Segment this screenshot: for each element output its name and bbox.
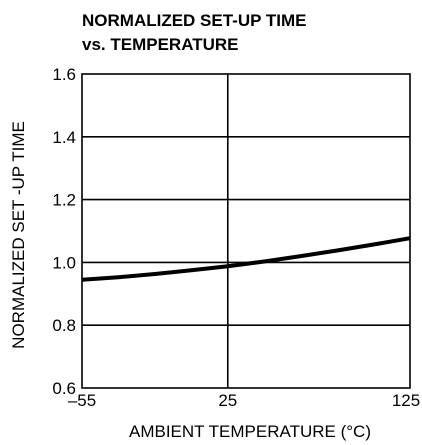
y-tick-labels: 0.6 0.8 1.0 1.2 1.4 1.6 [52,65,76,398]
series-line [81,236,411,282]
x-tick-label: 25 [218,391,237,410]
y-tick-label: 1.4 [52,128,76,147]
chart-title-line2: vs. TEMPERATURE [82,35,239,54]
plot-frame [81,73,411,389]
x-tick-label: 125 [392,391,420,410]
x-tick-labels: –55 25 125 [68,391,420,410]
chart-title-line1: NORMALIZED SET-UP TIME [82,11,306,30]
y-tick-label: 0.6 [52,379,76,398]
grid-lines [82,74,410,388]
x-axis-label: AMBIENT TEMPERATURE (°C) [129,422,371,441]
x-tick-label: –55 [68,391,96,410]
y-axis-label: NORMALIZED SET -UP TIME [9,121,28,349]
y-tick-label: 1.2 [52,191,76,210]
y-tick-label: 1.6 [52,65,76,84]
y-tick-label: 0.8 [52,316,76,335]
y-tick-label: 1.0 [52,253,76,272]
